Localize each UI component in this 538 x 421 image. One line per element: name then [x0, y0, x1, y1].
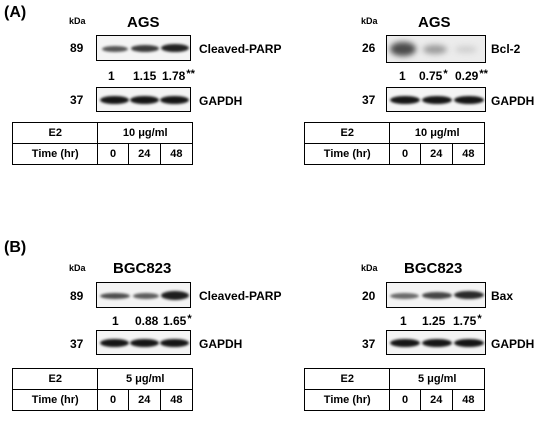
band: [390, 293, 419, 299]
quant-value: 1.75*: [453, 313, 482, 328]
table-row-label: Time (hr): [11, 389, 99, 411]
target-mw: 26: [362, 41, 376, 55]
band: [161, 291, 189, 300]
quant-value: 1.65*: [163, 313, 192, 328]
band: [100, 339, 129, 347]
target-protein-label: Cleaved-PARP: [199, 289, 282, 303]
loading-mw: 37: [70, 93, 84, 107]
band: [102, 46, 128, 52]
band: [160, 339, 189, 347]
target-blot: [96, 35, 191, 61]
table-time: 48: [159, 143, 194, 165]
target-protein-label: Cleaved-PARP: [199, 42, 282, 56]
table-row-label: Time (hr): [303, 143, 391, 165]
quant-value: 1.78**: [162, 68, 195, 83]
quant-value: 1.25: [422, 314, 446, 328]
quant-value: 1: [112, 314, 119, 328]
cell-line-title: BGC823: [404, 260, 463, 277]
loading-protein-label: GAPDH: [199, 94, 243, 108]
target-mw: 20: [362, 289, 376, 303]
band: [133, 293, 159, 299]
table-time: 24: [419, 389, 453, 411]
loading-mw: 37: [362, 337, 376, 351]
band: [390, 339, 420, 347]
treatment-table: E2 5 μg/ml Time (hr) 0 24 48: [11, 368, 194, 411]
loading-blot: [386, 87, 486, 112]
table-time: 0: [97, 143, 129, 165]
table-time: 24: [419, 143, 453, 165]
target-mw: 89: [70, 289, 84, 303]
band: [130, 96, 159, 104]
loading-mw: 37: [70, 337, 84, 351]
table-time: 48: [451, 389, 486, 411]
kda-label: kDa: [69, 16, 86, 26]
quant-value: 1.15: [133, 69, 157, 83]
band: [390, 96, 420, 104]
target-blot: [96, 282, 191, 308]
quant-value: 0.88: [135, 314, 159, 328]
loading-blot: [96, 87, 191, 112]
loading-protein-label: GAPDH: [491, 337, 535, 351]
treatment-table: E2 10 μg/ml Time (hr) 0 24 48: [303, 122, 486, 165]
loading-blot: [386, 330, 486, 355]
table-row-label: E2: [11, 368, 99, 390]
band: [455, 46, 477, 53]
band: [422, 339, 452, 347]
table-time: 48: [159, 389, 194, 411]
panel-b-label: (B): [4, 239, 27, 256]
table-time: 48: [451, 143, 486, 165]
table-dose: 10 μg/ml: [389, 122, 485, 144]
quant-value: 1: [399, 69, 406, 83]
target-blot: [386, 282, 486, 308]
band: [454, 291, 484, 299]
target-protein-label: Bcl-2: [491, 42, 521, 56]
target-mw: 89: [70, 41, 84, 55]
loading-protein-label: GAPDH: [491, 94, 535, 108]
quant-value: 0.29**: [455, 68, 488, 83]
cell-line-title: AGS: [418, 14, 451, 31]
target-blot: [386, 35, 486, 63]
band: [423, 45, 447, 54]
kda-label: kDa: [69, 263, 86, 273]
table-row-label: E2: [303, 368, 391, 390]
table-time: 24: [127, 389, 161, 411]
cell-line-title: BGC823: [113, 260, 172, 277]
quant-value: 1: [108, 69, 115, 83]
panel-a-label: (A): [4, 4, 27, 21]
band: [390, 42, 416, 56]
table-time: 0: [97, 389, 129, 411]
table-time: 24: [127, 143, 161, 165]
quant-value: 0.75*: [419, 68, 448, 83]
treatment-table: E2 5 μg/ml Time (hr) 0 24 48: [303, 368, 486, 411]
band: [160, 96, 189, 104]
band: [131, 45, 159, 52]
band: [422, 96, 452, 104]
table-dose: 5 μg/ml: [389, 368, 485, 390]
band: [100, 96, 129, 104]
table-dose: 10 μg/ml: [97, 122, 193, 144]
table-time: 0: [389, 143, 421, 165]
loading-mw: 37: [362, 93, 376, 107]
loading-blot: [96, 330, 191, 355]
kda-label: kDa: [361, 16, 378, 26]
kda-label: kDa: [361, 263, 378, 273]
band: [454, 339, 484, 347]
treatment-table: E2 10 μg/ml Time (hr) 0 24 48: [11, 122, 194, 165]
band: [130, 339, 159, 347]
band: [100, 293, 130, 299]
table-time: 0: [389, 389, 421, 411]
table-row-label: Time (hr): [303, 389, 391, 411]
table-row-label: E2: [11, 122, 99, 144]
cell-line-title: AGS: [127, 14, 160, 31]
target-protein-label: Bax: [491, 289, 514, 303]
band: [454, 96, 484, 104]
table-row-label: E2: [303, 122, 391, 144]
loading-protein-label: GAPDH: [199, 337, 243, 351]
table-dose: 5 μg/ml: [97, 368, 193, 390]
band: [422, 292, 452, 299]
table-row-label: Time (hr): [11, 143, 99, 165]
band: [161, 44, 189, 52]
quant-value: 1: [400, 314, 407, 328]
